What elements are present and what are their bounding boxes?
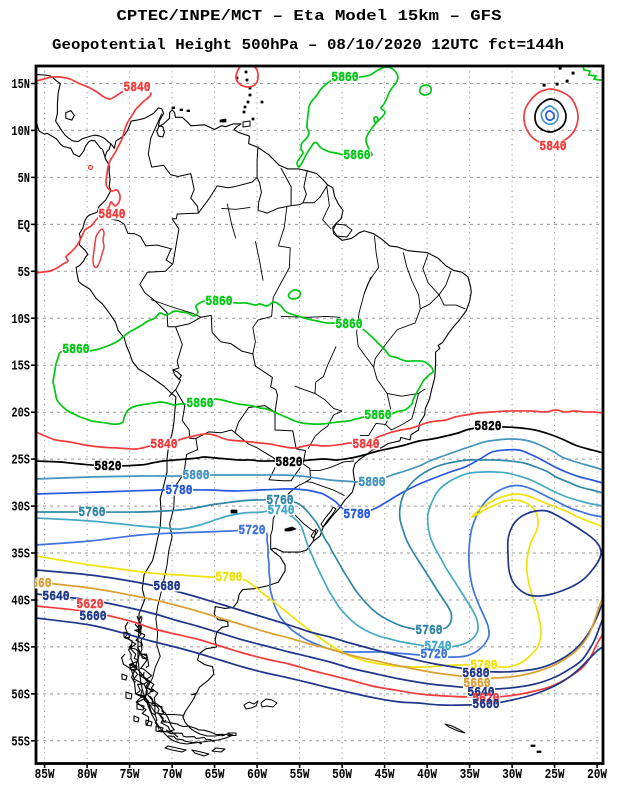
svg-text:50W: 50W [332, 767, 352, 783]
svg-text:5800: 5800 [182, 468, 209, 484]
svg-text:5840: 5840 [150, 437, 177, 453]
svg-text:5660: 5660 [463, 676, 490, 692]
svg-text:45W: 45W [375, 767, 395, 783]
svg-text:5740: 5740 [424, 639, 451, 655]
svg-text:35W: 35W [460, 767, 480, 783]
svg-text:10N: 10N [11, 124, 30, 140]
svg-text:15N: 15N [11, 77, 30, 93]
svg-text:5680: 5680 [462, 666, 489, 682]
svg-text:30W: 30W [502, 767, 522, 783]
svg-text:25S: 25S [11, 453, 30, 469]
svg-text:5760: 5760 [266, 493, 293, 509]
svg-text:5600: 5600 [79, 609, 106, 625]
svg-text:5720: 5720 [238, 523, 265, 539]
svg-text:5860: 5860 [62, 342, 89, 358]
svg-text:5760: 5760 [78, 505, 105, 521]
svg-text:5680: 5680 [153, 579, 180, 595]
svg-text:5N: 5N [18, 171, 30, 187]
svg-text:CPTEC/INPE/MCT – Eta Model 15: CPTEC/INPE/MCT – Eta Model 15km – GFS [117, 8, 502, 25]
svg-text:5860: 5860 [343, 148, 370, 164]
svg-text:25W: 25W [545, 767, 565, 783]
svg-text:5840: 5840 [123, 80, 150, 96]
svg-text:30S: 30S [11, 500, 30, 516]
svg-text:40W: 40W [417, 767, 437, 783]
svg-text:5860: 5860 [364, 408, 391, 424]
svg-text:65W: 65W [205, 767, 225, 783]
svg-text:5860: 5860 [186, 396, 213, 412]
svg-text:5660: 5660 [24, 576, 51, 592]
svg-text:5S: 5S [18, 265, 31, 281]
svg-text:5640: 5640 [42, 589, 69, 605]
svg-text:5860: 5860 [335, 317, 362, 333]
svg-text:85W: 85W [35, 767, 55, 783]
svg-text:5740: 5740 [267, 503, 294, 519]
svg-text:60W: 60W [247, 767, 267, 783]
svg-text:5820: 5820 [94, 459, 121, 475]
svg-text:55S: 55S [11, 734, 30, 750]
svg-text:75W: 75W [120, 767, 140, 783]
svg-text:5840: 5840 [98, 207, 125, 223]
svg-text:55W: 55W [290, 767, 310, 783]
svg-text:5840: 5840 [352, 437, 379, 453]
svg-text:45S: 45S [11, 640, 30, 656]
svg-text:5700: 5700 [215, 570, 242, 586]
svg-text:5820: 5820 [275, 455, 302, 471]
svg-text:40S: 40S [11, 594, 30, 610]
svg-text:5600: 5600 [472, 697, 499, 713]
svg-text:5760: 5760 [415, 623, 442, 639]
svg-text:5860: 5860 [205, 294, 232, 310]
svg-text:Geopotential Height 500hPa – 0: Geopotential Height 500hPa – 08/10/2020 … [52, 37, 564, 54]
svg-text:35S: 35S [11, 547, 30, 563]
svg-text:5800: 5800 [358, 475, 385, 491]
svg-text:EQ: EQ [18, 218, 31, 234]
svg-text:5840: 5840 [539, 139, 566, 155]
svg-text:5720: 5720 [420, 647, 447, 663]
svg-text:20S: 20S [11, 406, 30, 422]
svg-text:15S: 15S [11, 359, 30, 375]
svg-text:5780: 5780 [343, 507, 370, 523]
svg-text:5700: 5700 [470, 658, 497, 674]
svg-text:20W: 20W [587, 767, 607, 783]
svg-text:5620: 5620 [472, 691, 499, 707]
svg-text:5780: 5780 [165, 483, 192, 499]
svg-text:70W: 70W [162, 767, 182, 783]
svg-text:10S: 10S [11, 312, 30, 328]
svg-text:50S: 50S [11, 687, 30, 703]
svg-text:5820: 5820 [474, 419, 501, 435]
svg-text:5620: 5620 [76, 597, 103, 613]
svg-text:5860: 5860 [331, 70, 358, 86]
svg-text:5640: 5640 [467, 685, 494, 701]
svg-text:80W: 80W [77, 767, 97, 783]
